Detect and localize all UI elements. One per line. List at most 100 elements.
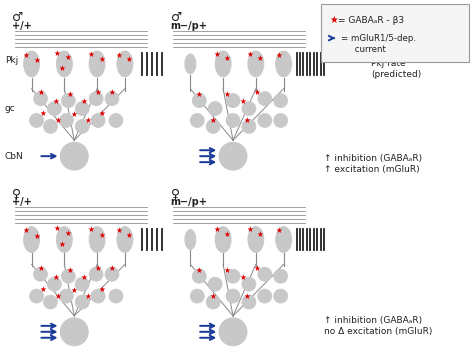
Text: ★: ★ bbox=[67, 266, 74, 275]
Text: ★: ★ bbox=[55, 116, 62, 125]
Text: ★: ★ bbox=[59, 240, 66, 249]
Ellipse shape bbox=[117, 227, 133, 252]
Circle shape bbox=[91, 289, 105, 303]
Text: ★: ★ bbox=[116, 226, 122, 235]
Ellipse shape bbox=[89, 51, 105, 77]
Text: ★: ★ bbox=[99, 55, 106, 64]
Text: ★: ★ bbox=[54, 48, 61, 57]
Text: ★: ★ bbox=[214, 50, 220, 59]
Text: ★: ★ bbox=[81, 273, 88, 282]
Text: ★: ★ bbox=[210, 292, 217, 300]
Circle shape bbox=[258, 289, 272, 303]
Text: no Δ excitation (mGluR): no Δ excitation (mGluR) bbox=[324, 327, 433, 336]
Text: ★: ★ bbox=[99, 231, 106, 240]
Circle shape bbox=[89, 267, 103, 281]
Text: ★: ★ bbox=[246, 225, 253, 234]
Ellipse shape bbox=[185, 230, 196, 250]
Circle shape bbox=[44, 295, 57, 309]
Text: CbN: CbN bbox=[5, 152, 24, 161]
Ellipse shape bbox=[215, 227, 231, 252]
Text: ★: ★ bbox=[224, 55, 230, 64]
Circle shape bbox=[29, 289, 44, 303]
Text: m−/p+: m−/p+ bbox=[171, 197, 208, 207]
Text: ★: ★ bbox=[88, 50, 95, 59]
Circle shape bbox=[226, 94, 240, 108]
Ellipse shape bbox=[24, 51, 39, 77]
Text: +/+: +/+ bbox=[12, 197, 31, 207]
Circle shape bbox=[226, 269, 240, 283]
Circle shape bbox=[60, 318, 88, 346]
Text: ★: ★ bbox=[54, 224, 61, 233]
Circle shape bbox=[44, 120, 57, 133]
Text: +/+: +/+ bbox=[12, 21, 31, 31]
Circle shape bbox=[75, 277, 89, 291]
Circle shape bbox=[206, 120, 220, 133]
Circle shape bbox=[59, 289, 73, 303]
Ellipse shape bbox=[248, 227, 264, 252]
Text: = mGluR1/5-dep.
     current: = mGluR1/5-dep. current bbox=[341, 34, 416, 53]
Circle shape bbox=[75, 102, 89, 116]
Text: ★: ★ bbox=[53, 273, 60, 282]
Text: m−/p+: m−/p+ bbox=[171, 21, 208, 31]
Text: Pkj rate
(predicted): Pkj rate (predicted) bbox=[371, 59, 421, 79]
Text: ★: ★ bbox=[275, 226, 282, 235]
Circle shape bbox=[105, 92, 119, 106]
Text: Pkj: Pkj bbox=[5, 56, 18, 65]
Text: ★: ★ bbox=[116, 51, 122, 60]
Ellipse shape bbox=[215, 51, 231, 77]
Circle shape bbox=[206, 295, 220, 309]
Text: ★: ★ bbox=[254, 264, 260, 273]
Circle shape bbox=[61, 269, 75, 283]
Circle shape bbox=[242, 120, 256, 133]
Ellipse shape bbox=[276, 227, 292, 252]
Text: ★: ★ bbox=[109, 264, 115, 273]
Circle shape bbox=[109, 113, 123, 127]
Circle shape bbox=[226, 113, 240, 127]
Circle shape bbox=[258, 113, 272, 127]
Text: ★: ★ bbox=[81, 97, 88, 106]
Circle shape bbox=[273, 289, 288, 303]
FancyBboxPatch shape bbox=[321, 4, 469, 62]
Text: ★: ★ bbox=[85, 292, 91, 300]
Text: ★: ★ bbox=[224, 90, 230, 99]
Circle shape bbox=[219, 318, 247, 346]
Text: ★: ★ bbox=[254, 88, 260, 97]
Text: ★: ★ bbox=[196, 90, 203, 99]
Text: ★: ★ bbox=[95, 264, 101, 273]
Text: ★: ★ bbox=[256, 230, 263, 239]
Ellipse shape bbox=[276, 51, 292, 77]
Circle shape bbox=[75, 120, 89, 133]
Circle shape bbox=[219, 142, 247, 170]
Circle shape bbox=[226, 289, 240, 303]
Circle shape bbox=[34, 267, 47, 281]
Text: ↑ inhibition (GABAₐR): ↑ inhibition (GABAₐR) bbox=[324, 316, 422, 325]
Circle shape bbox=[242, 277, 256, 291]
Circle shape bbox=[192, 94, 206, 108]
Text: ★: ★ bbox=[224, 230, 230, 239]
Text: ★: ★ bbox=[55, 292, 62, 300]
Ellipse shape bbox=[185, 54, 196, 74]
Text: ★: ★ bbox=[109, 88, 115, 97]
Text: ★: ★ bbox=[126, 55, 132, 64]
Text: ★: ★ bbox=[71, 286, 78, 295]
Text: ↑ inhibition (GABAₐR): ↑ inhibition (GABAₐR) bbox=[324, 154, 422, 163]
Circle shape bbox=[191, 113, 204, 127]
Text: ★: ★ bbox=[239, 273, 246, 282]
Text: ★: ★ bbox=[88, 225, 95, 234]
Circle shape bbox=[192, 269, 206, 283]
Text: ♀: ♀ bbox=[171, 187, 180, 200]
Text: ★: ★ bbox=[53, 97, 60, 106]
Text: ★: ★ bbox=[39, 109, 46, 118]
Circle shape bbox=[273, 113, 288, 127]
Text: ★: ★ bbox=[59, 64, 66, 73]
Text: ★: ★ bbox=[224, 266, 230, 275]
Text: ★: ★ bbox=[71, 110, 78, 119]
Circle shape bbox=[258, 267, 272, 281]
Circle shape bbox=[47, 277, 61, 291]
Text: ★: ★ bbox=[65, 53, 72, 62]
Circle shape bbox=[91, 113, 105, 127]
Text: ★: ★ bbox=[37, 88, 44, 97]
Circle shape bbox=[105, 267, 119, 281]
Text: ★: ★ bbox=[244, 116, 250, 125]
Circle shape bbox=[191, 289, 204, 303]
